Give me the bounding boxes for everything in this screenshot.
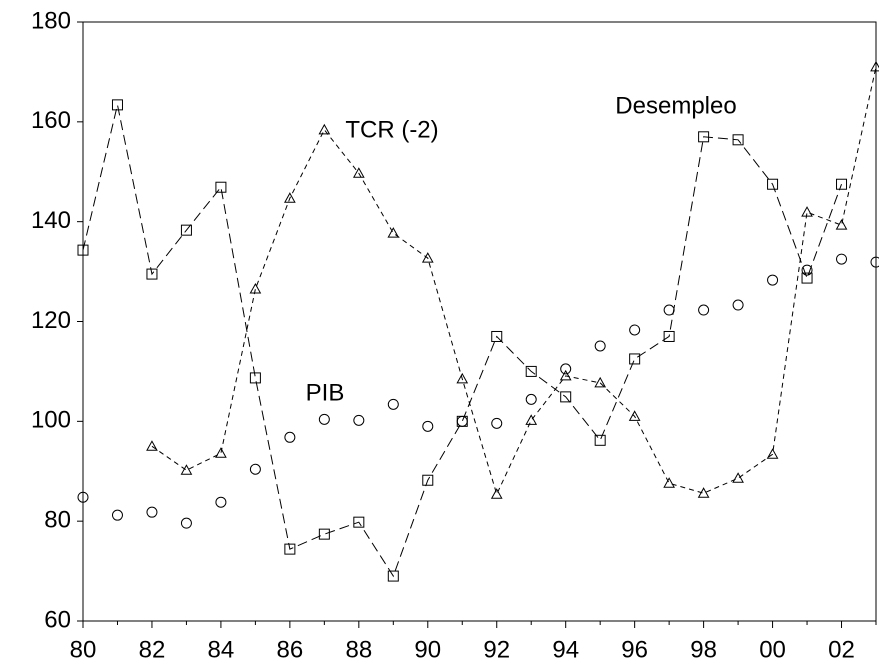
square-marker (422, 474, 434, 486)
triangle-marker (835, 219, 848, 230)
y-tick-label: 120 (31, 307, 71, 334)
x-tick-label: 00 (759, 636, 786, 663)
triangle-marker (352, 167, 365, 178)
square-marker (663, 330, 675, 342)
x-tick-label: 92 (483, 636, 510, 663)
circle-marker (491, 417, 503, 429)
square-marker (594, 434, 606, 446)
square-marker (732, 134, 744, 146)
square-marker (318, 528, 330, 540)
circle-marker (387, 398, 399, 410)
y-tick-label: 140 (31, 207, 71, 234)
triangle-marker (284, 192, 296, 203)
triangle-marker (490, 488, 503, 499)
circle-marker (249, 463, 261, 475)
x-tick-label: 82 (139, 636, 166, 663)
circle-marker (525, 393, 537, 405)
circle-marker (353, 414, 365, 426)
x-tick-label: 86 (277, 636, 304, 663)
square-marker (525, 365, 537, 377)
square-marker (77, 244, 89, 256)
series-label: Desempleo (615, 92, 736, 119)
triangle-marker (801, 206, 813, 217)
circle-marker (836, 253, 848, 265)
triangle-marker (628, 410, 641, 421)
triangle-marker (732, 472, 744, 483)
y-tick-label: 80 (44, 507, 71, 534)
triangle-marker (594, 376, 607, 388)
triangle-marker (697, 487, 710, 498)
circle-marker (698, 304, 710, 316)
series-label: PIB (306, 379, 345, 406)
square-marker (560, 391, 572, 403)
x-tick-label: 98 (690, 636, 717, 663)
x-tick-label: 80 (70, 636, 97, 663)
circle-marker (456, 415, 468, 427)
circle-marker (594, 340, 606, 352)
circle-marker (560, 363, 572, 375)
square-marker (801, 272, 813, 284)
circle-marker (629, 324, 641, 336)
x-tick-label: 90 (414, 636, 441, 663)
circle-marker (767, 274, 779, 286)
circle-marker (663, 304, 675, 316)
triangle-marker (387, 227, 400, 238)
triangle-marker (456, 372, 469, 384)
square-marker (629, 353, 641, 365)
circle-marker (284, 431, 296, 443)
square-marker (215, 181, 227, 193)
x-tick-label: 88 (345, 636, 372, 663)
square-marker (146, 268, 158, 280)
triangle-marker (249, 283, 262, 294)
y-tick-label: 60 (44, 606, 71, 633)
circle-marker (77, 491, 89, 503)
square-marker (698, 131, 710, 143)
triangle-marker (146, 440, 158, 451)
circle-marker (422, 420, 434, 432)
square-marker (111, 99, 123, 111)
square-marker (491, 330, 503, 342)
circle-marker (801, 264, 813, 276)
circle-marker (180, 517, 192, 529)
circle-marker (870, 256, 879, 268)
square-marker (284, 543, 296, 555)
x-tick-label: 94 (552, 636, 579, 663)
circle-marker (146, 506, 158, 518)
square-marker (180, 224, 192, 236)
x-tick-label: 96 (621, 636, 648, 663)
y-tick-label: 160 (31, 107, 71, 134)
circle-marker (111, 509, 123, 521)
circle-marker (215, 496, 227, 508)
y-tick-label: 100 (31, 407, 71, 434)
triangle-marker (559, 369, 572, 381)
triangle-marker (421, 252, 434, 263)
x-tick-label: 02 (828, 636, 855, 663)
triangle-marker (215, 447, 227, 458)
series-label: TCR (-2) (345, 116, 438, 143)
circle-marker (732, 299, 744, 311)
square-marker (353, 516, 365, 528)
triangle-marker (663, 477, 675, 488)
triangle-marker (766, 448, 779, 459)
triangle-marker (180, 464, 193, 475)
triangle-marker (525, 414, 538, 425)
plot-frame (82, 21, 877, 622)
triangle-marker (318, 123, 331, 135)
y-tick-label: 180 (31, 7, 71, 34)
series-line (151, 66, 877, 496)
square-marker (387, 570, 399, 582)
circle-marker (318, 413, 330, 425)
square-marker (767, 178, 779, 190)
square-marker (836, 178, 848, 190)
series-line (82, 104, 842, 578)
x-tick-label: 84 (208, 636, 235, 663)
square-marker (249, 372, 261, 384)
